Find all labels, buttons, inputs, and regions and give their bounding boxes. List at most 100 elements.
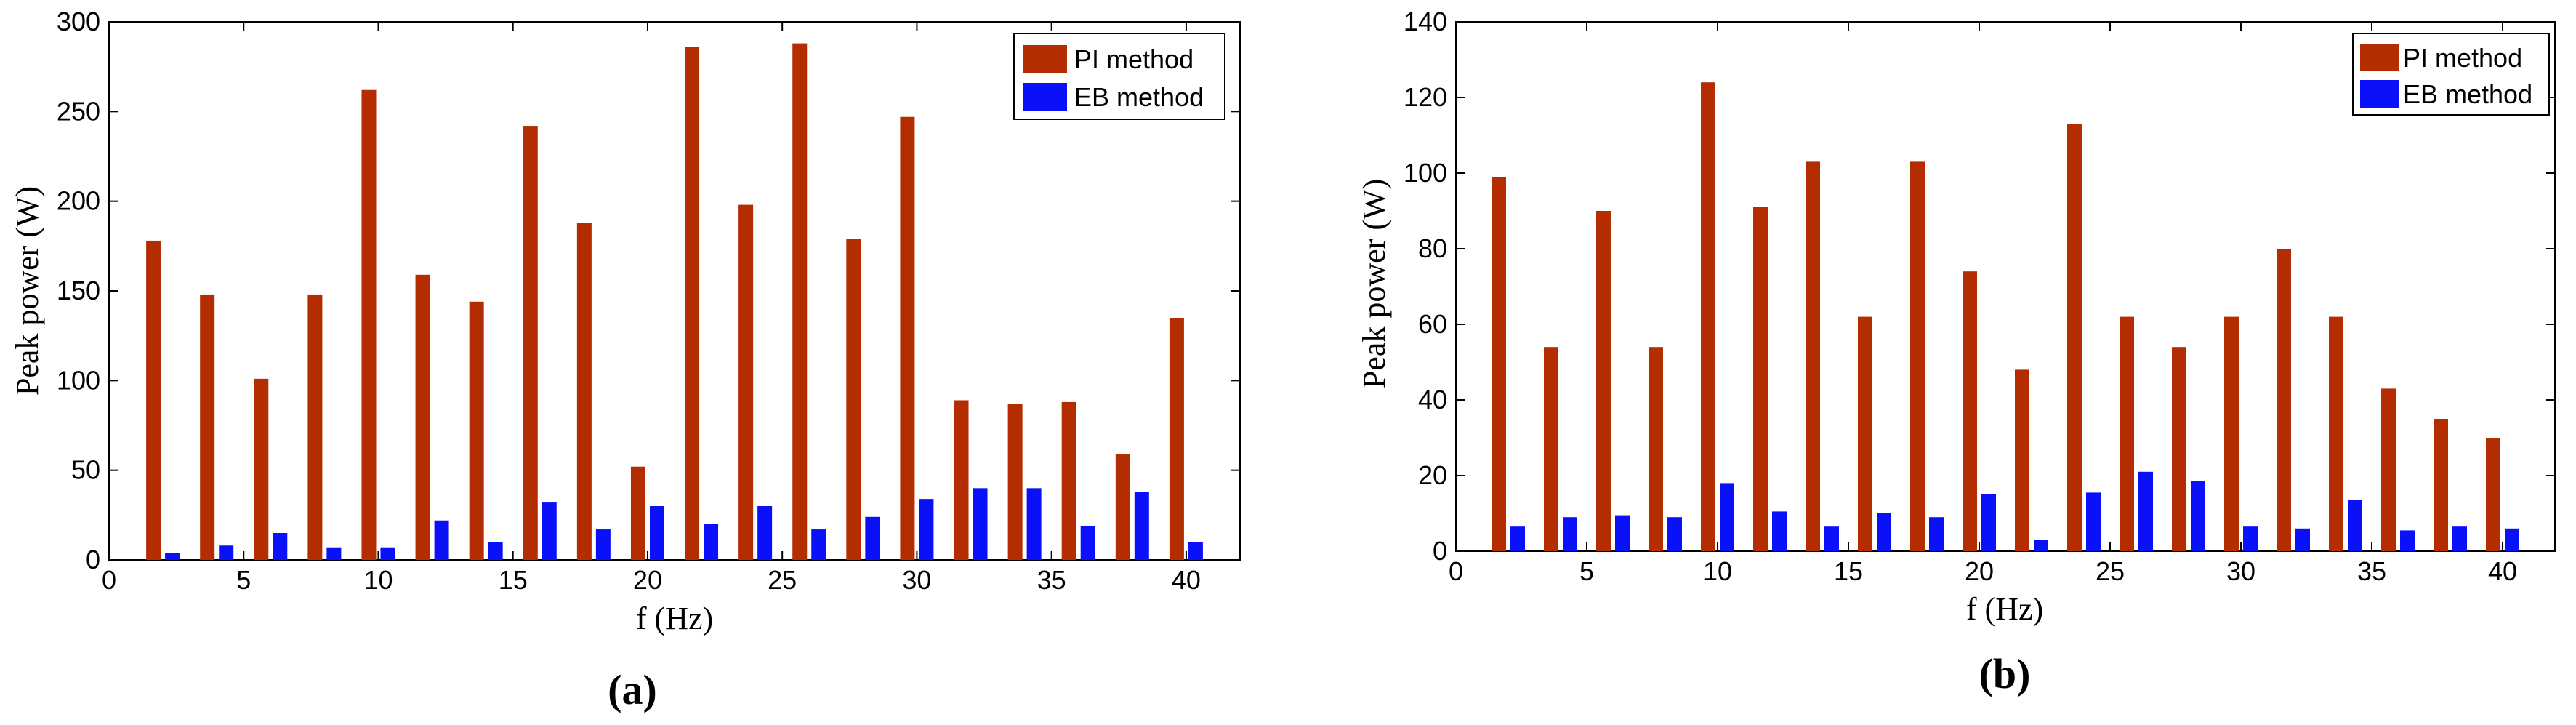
bar-eb-b-14: [1824, 526, 1839, 551]
bar-pi-a-36: [1061, 401, 1076, 560]
bar-pi-b-4: [1544, 347, 1558, 551]
bar-eb-b-36: [2400, 530, 2415, 551]
y-tick-label-b-120: 120: [1404, 82, 1447, 112]
bar-pi-b-6: [1596, 211, 1611, 551]
y-tick-label-b-140: 140: [1404, 7, 1447, 36]
bar-pi-b-22: [2015, 369, 2029, 551]
x-tick-label-a-20: 20: [633, 565, 662, 595]
bar-eb-b-4: [1563, 517, 1577, 551]
x-tick-label-b-25: 25: [2096, 556, 2125, 586]
panel-label-b: (b): [1979, 650, 2031, 697]
legend-b: PI method EB method: [2352, 33, 2550, 116]
bar-eb-b-16: [1877, 513, 1891, 551]
bar-eb-a-26: [811, 529, 826, 560]
bar-eb-b-28: [2191, 481, 2205, 551]
bar-eb-a-20: [649, 506, 664, 560]
bar-pi-a-2: [146, 240, 161, 560]
x-ticks-b: 0 5 10 15 20 25 30 35 40: [1449, 22, 2517, 586]
bar-eb-a-28: [865, 516, 880, 560]
bar-pi-b-32: [2277, 249, 2291, 551]
bar-pi-a-4: [200, 294, 215, 560]
bar-eb-b-24: [2086, 492, 2101, 551]
x-tick-label-a-35: 35: [1037, 565, 1066, 595]
x-tick-label-b-5: 5: [1579, 556, 1594, 586]
bar-eb-a-36: [1080, 526, 1095, 560]
y-tick-label-b-20: 20: [1418, 460, 1447, 490]
bar-eb-b-40: [2505, 528, 2519, 551]
bar-eb-a-12: [434, 520, 449, 560]
bar-pi-a-30: [900, 116, 915, 560]
bar-pi-a-34: [1007, 404, 1023, 560]
x-tick-label-a-15: 15: [499, 565, 528, 595]
bar-pi-a-22: [685, 47, 700, 561]
bar-eb-b-8: [1667, 517, 1682, 551]
legend-swatch-pi-b: [2360, 44, 2399, 71]
y-axis-label-a: Peak power (W): [9, 186, 45, 396]
y-tick-label-b-80: 80: [1418, 233, 1447, 263]
legend-label-eb-b: EB method: [2403, 79, 2532, 109]
bar-pi-a-6: [254, 378, 269, 560]
y-tick-label-b-0: 0: [1433, 536, 1447, 566]
y-tick-label-b-100: 100: [1404, 158, 1447, 188]
legend-label-pi-a: PI method: [1074, 44, 1194, 74]
legend-label-eb-a: EB method: [1074, 82, 1204, 112]
bar-eb-b-32: [2295, 528, 2310, 551]
y-ticks-b: 0 20 40 60 80 100 120 140: [1404, 7, 2555, 566]
bar-pi-a-12: [415, 274, 430, 560]
bar-eb-a-8: [326, 547, 342, 560]
bar-eb-b-26: [2138, 471, 2153, 551]
bars-a: [146, 43, 1203, 561]
bar-eb-a-16: [542, 502, 557, 560]
y-axis-label-b: Peak power (W): [1356, 179, 1392, 388]
bar-eb-a-14: [488, 542, 503, 560]
x-tick-label-b-30: 30: [2226, 556, 2255, 586]
bar-eb-a-24: [757, 506, 773, 560]
bars-b: [1492, 82, 2519, 551]
bar-pi-b-26: [2120, 316, 2134, 551]
bar-pi-a-18: [576, 223, 592, 560]
y-tick-label-a-50: 50: [71, 455, 100, 485]
bar-eb-b-30: [2243, 526, 2258, 551]
bar-pi-b-12: [1753, 207, 1768, 551]
y-tick-label-a-200: 200: [57, 186, 100, 216]
bar-eb-b-38: [2452, 526, 2467, 551]
bar-pi-b-34: [2329, 316, 2343, 551]
x-ticks-a: 0 5 10 15 20 25 30 35 40: [102, 22, 1201, 595]
bar-eb-b-20: [1981, 494, 1996, 551]
bar-pi-a-8: [307, 294, 323, 560]
x-axis-label-b: f (Hz): [1966, 591, 2043, 627]
bar-eb-a-32: [973, 488, 988, 560]
bar-eb-a-6: [273, 533, 288, 560]
y-tick-label-a-250: 250: [57, 96, 100, 126]
bar-pi-a-14: [469, 301, 484, 560]
y-tick-label-a-100: 100: [57, 365, 100, 395]
x-axis-label-a: f (Hz): [636, 601, 713, 636]
x-tick-label-a-10: 10: [363, 565, 393, 595]
x-tick-label-a-40: 40: [1172, 565, 1201, 595]
y-tick-label-a-150: 150: [57, 276, 100, 305]
bar-eb-a-18: [595, 529, 611, 560]
x-tick-label-a-5: 5: [236, 565, 251, 595]
bar-pi-b-14: [1806, 161, 1820, 551]
bar-pi-b-36: [2381, 388, 2396, 551]
bar-pi-a-26: [792, 43, 808, 561]
legend-swatch-eb-a: [1023, 83, 1067, 111]
bar-eb-b-18: [1929, 517, 1944, 551]
bar-pi-b-20: [1963, 271, 1977, 551]
x-tick-label-b-40: 40: [2488, 556, 2517, 586]
y-ticks-a: 0 50 100 150 200 250 300: [57, 7, 1240, 574]
bar-pi-b-2: [1492, 177, 1506, 551]
plot-frame-b: [1455, 21, 2556, 552]
chart-panel-a: 0 5 10 15 20 25 30 35 40 0 50 100 150 200 250 300 f (H…: [9, 7, 1241, 713]
bar-pi-a-40: [1169, 318, 1184, 560]
x-tick-label-b-20: 20: [1965, 556, 1994, 586]
x-tick-label-b-35: 35: [2357, 556, 2386, 586]
y-tick-label-a-0: 0: [86, 545, 100, 574]
x-tick-label-b-0: 0: [1449, 556, 1463, 586]
plot-area-b: 0 5 10 15 20 25 30 35 40 0 20 40 60 80 100 120 140: [1404, 7, 2556, 586]
bar-pi-b-10: [1701, 82, 1715, 551]
bar-eb-a-10: [380, 547, 395, 560]
bar-pi-b-40: [2486, 438, 2500, 551]
x-tick-label-a-0: 0: [102, 565, 116, 595]
